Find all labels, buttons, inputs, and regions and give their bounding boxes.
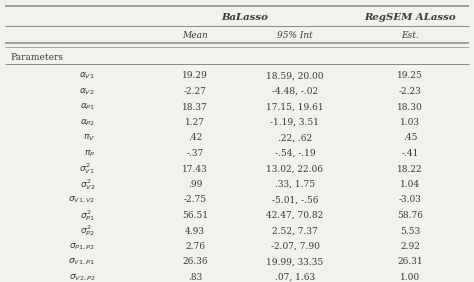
Text: $\mathit{σ}_{\mathit{V1,V2}}$: $\mathit{σ}_{\mathit{V1,V2}}$ bbox=[68, 195, 95, 205]
Text: 1.27: 1.27 bbox=[185, 118, 205, 127]
Text: 17.43: 17.43 bbox=[182, 164, 208, 173]
Text: 5.53: 5.53 bbox=[400, 226, 420, 235]
Text: 2.92: 2.92 bbox=[400, 242, 420, 251]
Text: -3.03: -3.03 bbox=[399, 195, 421, 204]
Text: .22, .62: .22, .62 bbox=[278, 133, 312, 142]
Text: 19.25: 19.25 bbox=[397, 72, 423, 80]
Text: $\mathit{σ}^2_{\mathit{V1}}$: $\mathit{σ}^2_{\mathit{V1}}$ bbox=[80, 162, 95, 177]
Text: -.37: -.37 bbox=[186, 149, 204, 158]
Text: .83: .83 bbox=[188, 273, 202, 282]
Text: -1.19, 3.51: -1.19, 3.51 bbox=[271, 118, 319, 127]
Text: .99: .99 bbox=[188, 180, 202, 189]
Text: 18.22: 18.22 bbox=[397, 164, 423, 173]
Text: 17.15, 19.61: 17.15, 19.61 bbox=[266, 102, 324, 111]
Text: Parameters: Parameters bbox=[10, 52, 63, 61]
Text: 13.02, 22.06: 13.02, 22.06 bbox=[266, 164, 323, 173]
Text: 26.36: 26.36 bbox=[182, 257, 208, 266]
Text: $\mathit{α}_{\mathit{P1}}$: $\mathit{α}_{\mathit{P1}}$ bbox=[80, 102, 95, 112]
Text: $\mathit{σ}_{\mathit{V1,P1}}$: $\mathit{σ}_{\mathit{V1,P1}}$ bbox=[68, 257, 95, 267]
Text: 2.52, 7.37: 2.52, 7.37 bbox=[272, 226, 318, 235]
Text: -.54, -.19: -.54, -.19 bbox=[275, 149, 315, 158]
Text: .07, 1.63: .07, 1.63 bbox=[275, 273, 315, 282]
Text: 4.93: 4.93 bbox=[185, 226, 205, 235]
Text: -2.23: -2.23 bbox=[399, 87, 421, 96]
Text: 95% Int: 95% Int bbox=[277, 30, 313, 39]
Text: $\mathit{α}_{\mathit{V1}}$: $\mathit{α}_{\mathit{V1}}$ bbox=[79, 71, 95, 81]
Text: 18.37: 18.37 bbox=[182, 102, 208, 111]
Text: $\mathit{σ}_{\mathit{P1,P2}}$: $\mathit{σ}_{\mathit{P1,P2}}$ bbox=[69, 241, 95, 252]
Text: $\mathit{π}_{\mathit{V}}$: $\mathit{π}_{\mathit{V}}$ bbox=[83, 133, 95, 143]
Text: $\mathit{σ}_{\mathit{V2,P2}}$: $\mathit{σ}_{\mathit{V2,P2}}$ bbox=[69, 272, 95, 282]
Text: 56.51: 56.51 bbox=[182, 211, 208, 220]
Text: 19.99, 33.35: 19.99, 33.35 bbox=[266, 257, 324, 266]
Text: $\mathit{π}_{\mathit{P}}$: $\mathit{π}_{\mathit{P}}$ bbox=[84, 148, 95, 159]
Text: 42.47, 70.82: 42.47, 70.82 bbox=[266, 211, 324, 220]
Text: $\mathit{α}_{\mathit{P2}}$: $\mathit{α}_{\mathit{P2}}$ bbox=[80, 117, 95, 128]
Text: Mean: Mean bbox=[182, 30, 208, 39]
Text: .42: .42 bbox=[188, 133, 202, 142]
Text: 1.03: 1.03 bbox=[400, 118, 420, 127]
Text: $\mathit{σ}^2_{\mathit{P2}}$: $\mathit{σ}^2_{\mathit{P2}}$ bbox=[80, 224, 95, 239]
Text: .33, 1.75: .33, 1.75 bbox=[275, 180, 315, 189]
Text: 18.59, 20.00: 18.59, 20.00 bbox=[266, 72, 324, 80]
Text: RegSEM ALasso: RegSEM ALasso bbox=[364, 12, 456, 21]
Text: $\mathit{σ}^2_{\mathit{P1}}$: $\mathit{σ}^2_{\mathit{P1}}$ bbox=[80, 208, 95, 223]
Text: 26.31: 26.31 bbox=[397, 257, 423, 266]
Text: 1.00: 1.00 bbox=[400, 273, 420, 282]
Text: Est.: Est. bbox=[401, 30, 419, 39]
Text: -4.48, -.02: -4.48, -.02 bbox=[272, 87, 318, 96]
Text: 1.04: 1.04 bbox=[400, 180, 420, 189]
Text: -5.01, -.56: -5.01, -.56 bbox=[272, 195, 318, 204]
Text: 58.76: 58.76 bbox=[397, 211, 423, 220]
Text: $\mathit{σ}^2_{\mathit{V2}}$: $\mathit{σ}^2_{\mathit{V2}}$ bbox=[80, 177, 95, 192]
Text: -2.75: -2.75 bbox=[183, 195, 207, 204]
Text: $\mathit{α}_{\mathit{V2}}$: $\mathit{α}_{\mathit{V2}}$ bbox=[79, 86, 95, 97]
Text: 2.76: 2.76 bbox=[185, 242, 205, 251]
Text: -.41: -.41 bbox=[401, 149, 419, 158]
Text: .45: .45 bbox=[403, 133, 417, 142]
Text: 19.29: 19.29 bbox=[182, 72, 208, 80]
Text: 18.30: 18.30 bbox=[397, 102, 423, 111]
Text: -2.07, 7.90: -2.07, 7.90 bbox=[271, 242, 319, 251]
Text: BaLasso: BaLasso bbox=[221, 12, 268, 21]
Text: -2.27: -2.27 bbox=[183, 87, 207, 96]
